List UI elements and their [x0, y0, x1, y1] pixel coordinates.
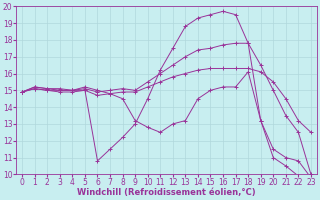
- X-axis label: Windchill (Refroidissement éolien,°C): Windchill (Refroidissement éolien,°C): [77, 188, 256, 197]
